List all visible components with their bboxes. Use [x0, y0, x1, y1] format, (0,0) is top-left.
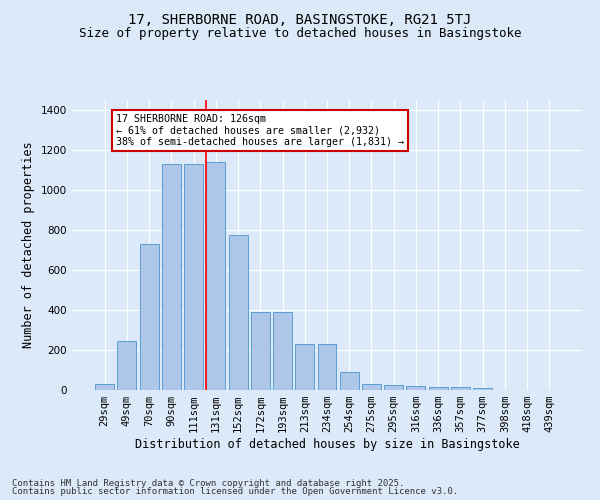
- Bar: [451, 387, 470, 390]
- Text: Contains public sector information licensed under the Open Government Licence v3: Contains public sector information licen…: [12, 487, 458, 496]
- Bar: [429, 387, 448, 390]
- Text: Contains HM Land Registry data © Crown copyright and database right 2025.: Contains HM Land Registry data © Crown c…: [12, 478, 404, 488]
- Bar: [317, 344, 337, 390]
- Bar: [140, 244, 158, 390]
- Bar: [273, 312, 292, 390]
- X-axis label: Distribution of detached houses by size in Basingstoke: Distribution of detached houses by size …: [134, 438, 520, 451]
- Bar: [340, 372, 359, 390]
- Bar: [184, 164, 203, 390]
- Text: 17, SHERBORNE ROAD, BASINGSTOKE, RG21 5TJ: 17, SHERBORNE ROAD, BASINGSTOKE, RG21 5T…: [128, 12, 472, 26]
- Bar: [162, 164, 181, 390]
- Bar: [251, 312, 270, 390]
- Y-axis label: Number of detached properties: Number of detached properties: [22, 142, 35, 348]
- Bar: [118, 341, 136, 390]
- Bar: [384, 385, 403, 390]
- Bar: [362, 384, 381, 390]
- Bar: [95, 384, 114, 390]
- Bar: [406, 386, 425, 390]
- Text: Size of property relative to detached houses in Basingstoke: Size of property relative to detached ho…: [79, 28, 521, 40]
- Bar: [206, 162, 225, 390]
- Bar: [473, 388, 492, 390]
- Bar: [295, 344, 314, 390]
- Bar: [229, 235, 248, 390]
- Text: 17 SHERBORNE ROAD: 126sqm
← 61% of detached houses are smaller (2,932)
38% of se: 17 SHERBORNE ROAD: 126sqm ← 61% of detac…: [116, 114, 404, 147]
